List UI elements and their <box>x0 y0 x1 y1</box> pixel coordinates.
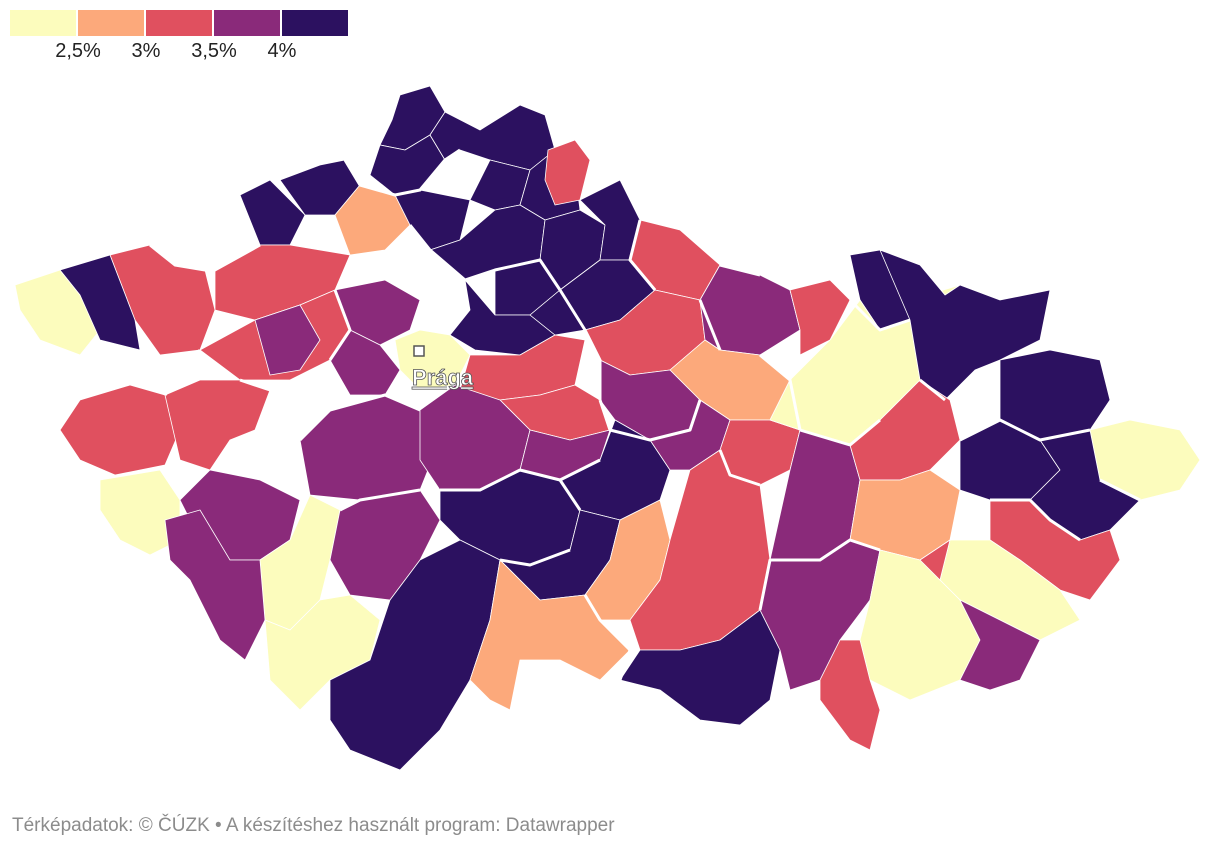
region-border-7 <box>759 353 802 431</box>
district-uherske-hradiste[interactable] <box>959 599 1041 691</box>
legend-labels: 2,5% 3% 3,5% 4% <box>10 40 350 68</box>
legend-label-0: 2,5% <box>55 40 101 62</box>
region-border-20 <box>758 538 881 611</box>
region-border-14 <box>559 458 601 482</box>
region-border-12 <box>598 399 702 442</box>
region-border-16 <box>440 468 582 511</box>
district-kromeriz[interactable] <box>919 539 951 581</box>
region-border-9 <box>919 378 946 402</box>
legend-swatch-1 <box>78 10 144 36</box>
region-border-5 <box>698 299 722 351</box>
region-border-10 <box>799 418 881 447</box>
district-cesky-krumlov[interactable] <box>264 594 381 711</box>
district-prachatice[interactable] <box>164 509 266 661</box>
prague-marker-square <box>413 345 425 357</box>
region-borders <box>149 148 1141 681</box>
legend-swatch-3 <box>214 10 280 36</box>
color-legend: 2,5% 3% 3,5% 4% <box>10 10 350 70</box>
legend-swatch-4 <box>282 10 348 36</box>
tool-credit: A készítéshez használt program: Datawrap… <box>225 815 615 836</box>
district-klatovy[interactable] <box>99 469 181 556</box>
legend-label-1: 3% <box>131 40 161 62</box>
region-border-17 <box>339 488 421 512</box>
region-border-25 <box>149 243 261 272</box>
region-border-21 <box>990 498 1081 542</box>
footer-credits: Térképadatok: © ČÚZK • A készítéshez has… <box>12 815 615 837</box>
region-border-18 <box>499 548 571 567</box>
region-border-24 <box>163 349 202 396</box>
region-border-6 <box>719 263 761 277</box>
region-border-23 <box>239 378 271 392</box>
district-regions <box>14 85 1201 771</box>
legend-swatches <box>10 10 350 36</box>
choropleth-map: Prága <box>14 85 1201 771</box>
legend-label-3: 4% <box>267 40 297 62</box>
region-border-4 <box>628 219 657 291</box>
district-praha[interactable] <box>394 329 471 391</box>
region-border-2 <box>328 289 352 361</box>
district-chomutov[interactable] <box>239 179 306 246</box>
district-domazlice[interactable] <box>59 384 181 476</box>
credit-separator: • <box>215 815 222 836</box>
prague-label: Prága <box>412 365 474 390</box>
region-border-1 <box>408 224 562 291</box>
legend-swatch-2 <box>146 10 212 36</box>
region-border-19 <box>583 594 632 681</box>
prague-marker: Prága <box>412 345 474 390</box>
region-border-15 <box>298 393 421 442</box>
district-ostrava[interactable] <box>999 349 1111 441</box>
region-border-0 <box>343 148 461 197</box>
region-border-22 <box>1099 478 1141 502</box>
district-rakovnik[interactable] <box>254 304 321 376</box>
region-border-8 <box>848 298 911 332</box>
district-trutnov[interactable] <box>544 139 591 206</box>
legend-swatch-0 <box>10 10 76 36</box>
region-border-3 <box>558 289 602 400</box>
district-plzen-jih[interactable] <box>164 379 271 471</box>
district-vyskov[interactable] <box>819 639 881 751</box>
district-tachov[interactable] <box>59 254 141 351</box>
legend-label-2: 3,5% <box>191 40 237 62</box>
region-border-11 <box>959 418 1091 442</box>
source-credit: Térképadatok: © ČÚZK <box>12 815 210 836</box>
region-border-13 <box>718 449 761 487</box>
